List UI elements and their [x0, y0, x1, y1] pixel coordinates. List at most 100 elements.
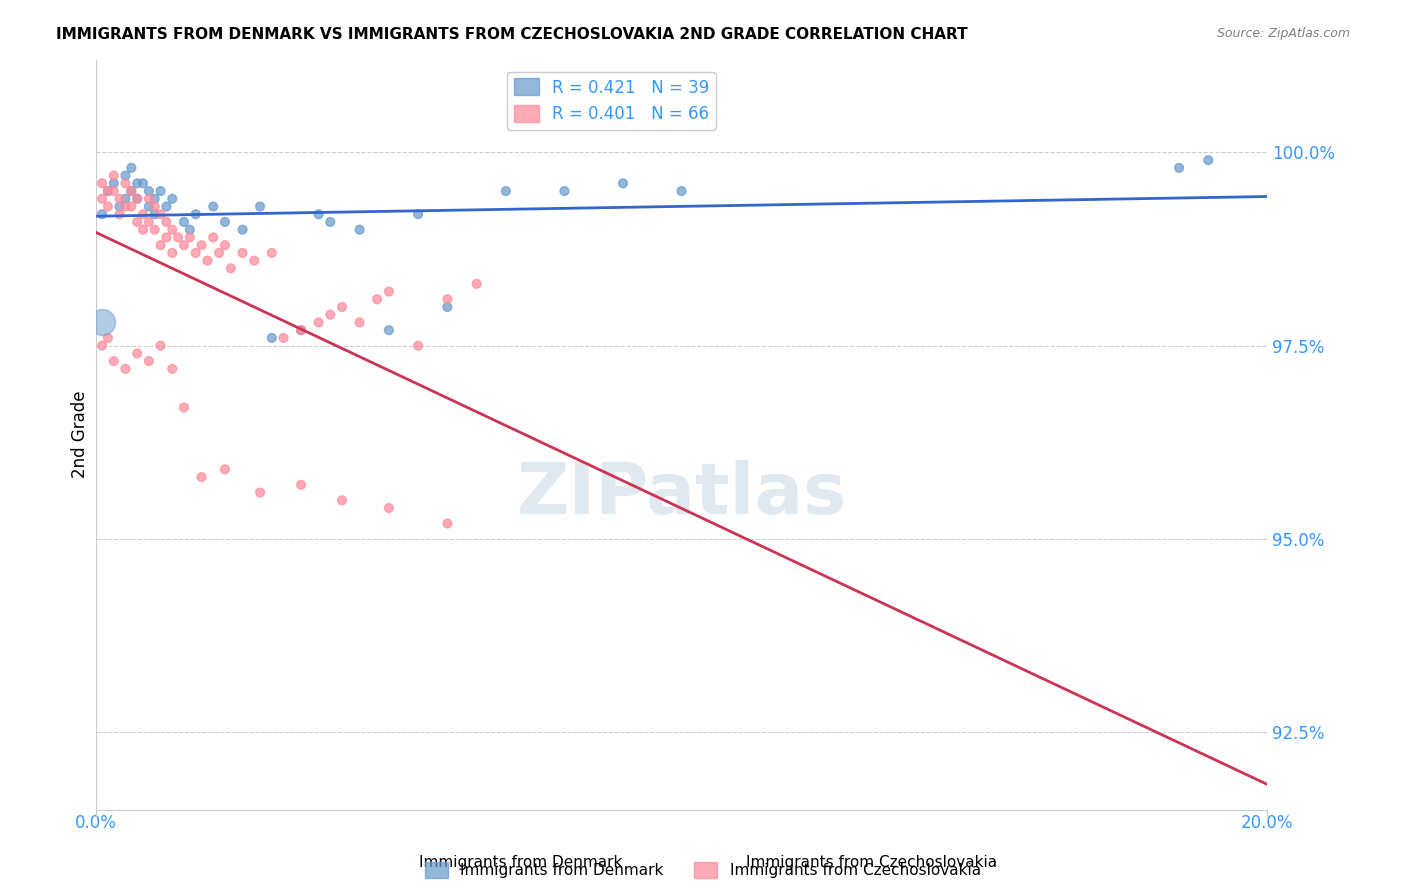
Text: Immigrants from Czechoslovakia: Immigrants from Czechoslovakia	[747, 855, 997, 870]
Point	[214, 215, 236, 229]
Point	[190, 470, 212, 484]
Point	[143, 207, 166, 221]
Point	[378, 501, 401, 516]
Point	[162, 222, 184, 236]
Point	[273, 331, 295, 345]
Point	[249, 485, 271, 500]
Point	[132, 207, 155, 221]
Point	[97, 184, 120, 198]
Point	[308, 316, 330, 330]
Point	[184, 207, 207, 221]
Point	[143, 192, 166, 206]
Point	[378, 285, 401, 299]
Point	[436, 293, 458, 307]
Point	[120, 199, 142, 213]
Point	[465, 277, 488, 291]
Point	[127, 215, 149, 229]
Point	[91, 192, 114, 206]
Y-axis label: 2nd Grade: 2nd Grade	[72, 391, 89, 478]
Point	[208, 246, 231, 260]
Point	[127, 176, 149, 190]
Point	[149, 207, 172, 221]
Point	[330, 493, 353, 508]
Point	[120, 184, 142, 198]
Point	[202, 199, 225, 213]
Point	[612, 176, 634, 190]
Point	[214, 462, 236, 476]
Point	[103, 176, 125, 190]
Point	[290, 323, 312, 337]
Point	[108, 207, 131, 221]
Point	[103, 184, 125, 198]
Point	[308, 207, 330, 221]
Point	[231, 222, 253, 236]
Point	[1168, 161, 1191, 175]
Point	[436, 300, 458, 314]
Point	[91, 176, 114, 190]
Point	[671, 184, 693, 198]
Point	[143, 199, 166, 213]
Point	[91, 339, 114, 353]
Point	[91, 316, 114, 330]
Point	[108, 199, 131, 213]
Point	[190, 238, 212, 252]
Point	[114, 176, 136, 190]
Point	[97, 199, 120, 213]
Point	[162, 192, 184, 206]
Point	[319, 215, 342, 229]
Point	[132, 176, 155, 190]
Point	[149, 184, 172, 198]
Point	[114, 199, 136, 213]
Text: ZIPatlas: ZIPatlas	[516, 460, 846, 529]
Point	[553, 184, 575, 198]
Point	[173, 215, 195, 229]
Point	[149, 238, 172, 252]
Point	[378, 323, 401, 337]
Point	[249, 199, 271, 213]
Point	[97, 331, 120, 345]
Point	[103, 354, 125, 368]
Point	[231, 246, 253, 260]
Point	[243, 253, 266, 268]
Legend: Immigrants from Denmark, Immigrants from Czechoslovakia: Immigrants from Denmark, Immigrants from…	[419, 856, 987, 884]
Point	[138, 184, 160, 198]
Point	[495, 184, 517, 198]
Point	[406, 207, 429, 221]
Point	[143, 222, 166, 236]
Point	[114, 192, 136, 206]
Point	[155, 230, 177, 244]
Point	[120, 184, 142, 198]
Text: IMMIGRANTS FROM DENMARK VS IMMIGRANTS FROM CZECHOSLOVAKIA 2ND GRADE CORRELATION : IMMIGRANTS FROM DENMARK VS IMMIGRANTS FR…	[56, 27, 967, 42]
Point	[138, 192, 160, 206]
Point	[162, 246, 184, 260]
Point	[114, 362, 136, 376]
Point	[138, 354, 160, 368]
Point	[366, 293, 388, 307]
Point	[260, 246, 283, 260]
Point	[173, 238, 195, 252]
Point	[179, 222, 201, 236]
Point	[155, 215, 177, 229]
Point	[214, 238, 236, 252]
Point	[173, 401, 195, 415]
Point	[138, 199, 160, 213]
Point	[202, 230, 225, 244]
Point	[97, 184, 120, 198]
Point	[184, 246, 207, 260]
Point	[349, 222, 371, 236]
Point	[132, 222, 155, 236]
Point	[149, 339, 172, 353]
Point	[290, 323, 312, 337]
Point	[120, 161, 142, 175]
Point	[162, 362, 184, 376]
Point	[103, 169, 125, 183]
Point	[197, 253, 219, 268]
Point	[127, 346, 149, 360]
Point	[155, 199, 177, 213]
Point	[127, 192, 149, 206]
Legend: R = 0.421   N = 39, R = 0.401   N = 66: R = 0.421 N = 39, R = 0.401 N = 66	[506, 71, 716, 129]
Point	[179, 230, 201, 244]
Text: Source: ZipAtlas.com: Source: ZipAtlas.com	[1216, 27, 1350, 40]
Point	[330, 300, 353, 314]
Point	[436, 516, 458, 531]
